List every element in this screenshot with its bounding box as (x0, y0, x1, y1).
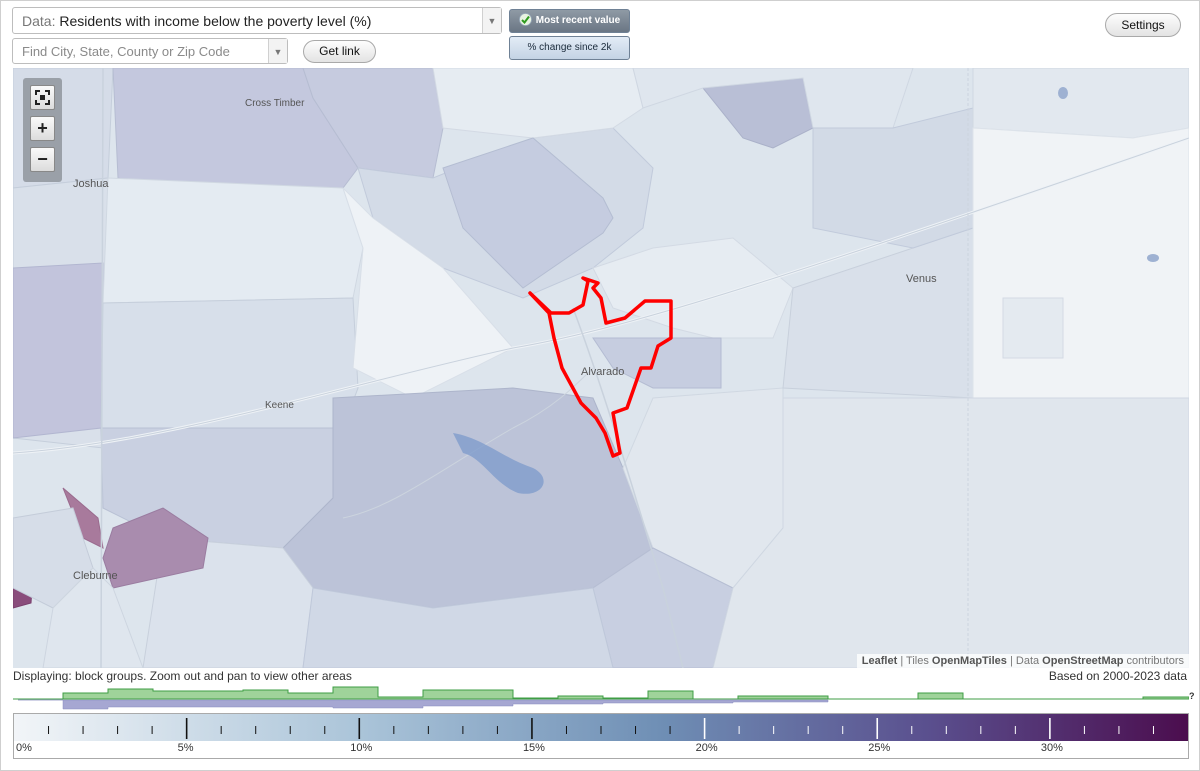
zoom-in-button[interactable]: + (30, 116, 55, 141)
tiles-link[interactable]: OpenMapTiles (931, 655, 1007, 667)
fullscreen-icon[interactable] (30, 85, 55, 110)
legend-tick-label: 0% (16, 742, 32, 754)
color-legend: 0% 5% 10% 15% 20% 25% 30% (13, 713, 1189, 759)
data-years: Based on 2000-2023 data (1048, 669, 1187, 683)
choropleth-map[interactable]: Cross Timber Joshua Venus Alvarado Keene… (13, 68, 1189, 668)
search-placeholder: Find City, State, County or Zip Code (22, 44, 230, 59)
data-prefix: Data: (22, 13, 56, 29)
legend-tick-label: 20% (695, 742, 718, 754)
attrib-sep: | Tiles (897, 655, 932, 667)
map-attribution: Leaflet | Tiles OpenMapTiles | Data Open… (856, 654, 1189, 668)
place-label: Keene (265, 400, 294, 411)
percent-change-button[interactable]: % change since 2k (509, 36, 630, 60)
attrib-suffix: contributors (1123, 655, 1184, 667)
search-input[interactable]: Find City, State, County or Zip Code ▼ (12, 38, 288, 64)
green-check-icon (518, 13, 532, 26)
place-label: Joshua (73, 178, 109, 190)
data-value: Residents with income below the poverty … (59, 13, 372, 29)
leaflet-link[interactable]: Leaflet (861, 655, 898, 667)
place-label: Venus (906, 273, 937, 285)
help-icon[interactable]: ? (1189, 691, 1195, 701)
get-link-button[interactable]: Get link (303, 40, 376, 63)
legend-tick-label: 10% (350, 742, 373, 754)
settings-button[interactable]: Settings (1105, 13, 1181, 37)
legend-tick-label: 30% (1040, 742, 1063, 754)
place-label: Alvarado (581, 366, 625, 378)
data-select-dropdown[interactable]: Data: Residents with income below the po… (12, 7, 502, 34)
legend-tick-label: 15% (522, 742, 545, 754)
osm-link[interactable]: OpenStreetMap (1042, 655, 1124, 667)
most-recent-value-button[interactable]: Most recent value (509, 9, 630, 33)
map-tiles (13, 68, 1189, 668)
place-label: Cleburne (73, 570, 118, 582)
attrib-sep: | Data (1006, 655, 1043, 667)
legend-gradient (14, 714, 1188, 741)
displaying-status: Displaying: block groups. Zoom out and p… (13, 669, 352, 683)
zoom-out-button[interactable]: − (30, 147, 55, 172)
fullscreen-glyph (35, 90, 50, 105)
most-recent-value-label: Most recent value (535, 15, 621, 26)
legend-tick-label: 25% (868, 742, 891, 754)
zoom-control: + − (23, 78, 62, 182)
triangle-down-icon[interactable]: ▼ (268, 39, 287, 63)
place-label: Cross Timber (245, 98, 305, 109)
distribution-histogram (13, 686, 1189, 710)
legend-tick-label: 5% (177, 742, 194, 754)
triangle-down-icon[interactable]: ▼ (482, 8, 501, 33)
